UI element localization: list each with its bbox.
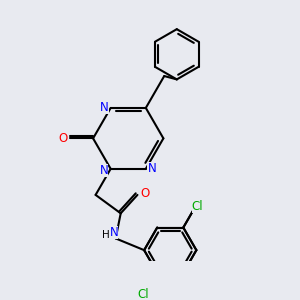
Text: Cl: Cl (192, 200, 203, 213)
Text: N: N (100, 164, 108, 177)
Text: H: H (102, 230, 110, 240)
Text: O: O (58, 132, 68, 145)
Text: N: N (148, 162, 156, 175)
Text: O: O (140, 187, 149, 200)
Text: N: N (110, 226, 118, 239)
Text: N: N (100, 101, 109, 114)
Text: Cl: Cl (137, 288, 149, 300)
